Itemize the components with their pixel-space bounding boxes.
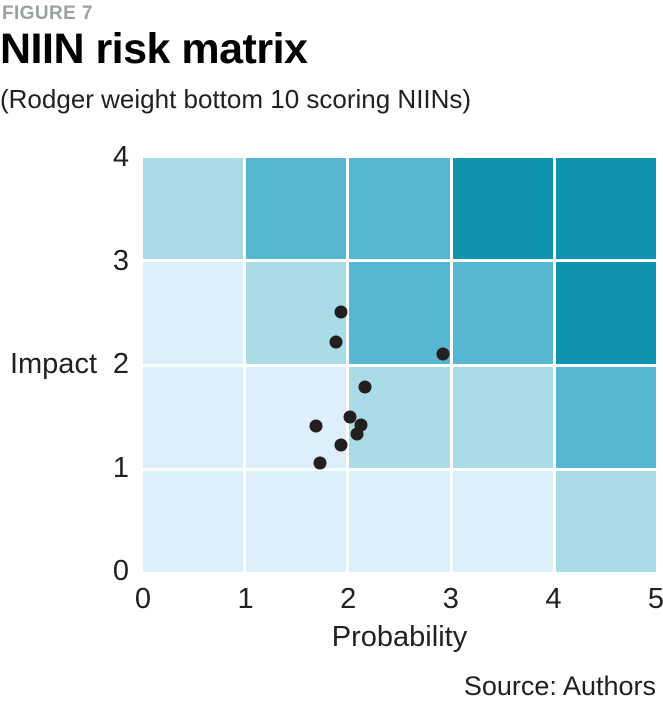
risk-cell xyxy=(555,366,656,468)
risk-cell xyxy=(246,262,347,364)
x-tick-label: 0 xyxy=(134,583,152,615)
risk-cell xyxy=(452,470,553,572)
page-title: NIIN risk matrix xyxy=(0,25,308,73)
risk-cell xyxy=(143,262,244,364)
x-tick-label: 1 xyxy=(237,583,254,615)
figure-number-label: FIGURE 7 xyxy=(2,3,93,24)
y-axis-label: Impact xyxy=(9,347,97,380)
scatter-point xyxy=(343,410,357,424)
risk-cell xyxy=(555,262,656,364)
y-tick-label: 3 xyxy=(112,244,129,277)
scatter-point xyxy=(334,438,348,452)
risk-cell xyxy=(349,262,450,364)
risk-cell xyxy=(555,470,656,572)
y-tick-label: 4 xyxy=(112,140,129,173)
scatter-point xyxy=(436,347,450,361)
risk-cell xyxy=(452,158,553,260)
scatter-point xyxy=(334,305,348,319)
x-tick-label: 5 xyxy=(647,583,663,615)
y-tick-label: 0 xyxy=(112,554,129,587)
y-tick-label: 1 xyxy=(112,451,129,484)
risk-cell xyxy=(143,366,244,468)
risk-cell xyxy=(246,470,347,572)
x-axis-label: Probability xyxy=(331,621,468,653)
source-credit: Source: Authors xyxy=(463,671,656,701)
risk-cell xyxy=(349,158,450,260)
x-tick-label: 4 xyxy=(545,583,562,615)
risk-cell xyxy=(452,366,553,468)
risk-grid xyxy=(143,158,656,572)
scatter-point xyxy=(313,456,327,470)
risk-cell xyxy=(246,158,347,260)
y-tick-label: 2 xyxy=(112,347,129,380)
risk-cell xyxy=(246,366,347,468)
risk-cell xyxy=(452,262,553,364)
scatter-point xyxy=(350,427,364,441)
scatter-point xyxy=(329,335,343,349)
plot-area: Impact Probability 0 1 2 3 4 0 1 2 3 4 5 xyxy=(10,141,663,653)
risk-cell xyxy=(349,470,450,572)
risk-cell xyxy=(143,158,244,260)
risk-cell xyxy=(555,158,656,260)
scatter-point xyxy=(358,380,372,394)
chart-subtitle: (Rodger weight bottom 10 scoring NIINs) xyxy=(0,84,472,114)
x-tick-label: 3 xyxy=(442,583,459,615)
scatter-point xyxy=(309,419,323,433)
risk-cell xyxy=(143,470,244,572)
x-tick-label: 2 xyxy=(340,583,357,615)
